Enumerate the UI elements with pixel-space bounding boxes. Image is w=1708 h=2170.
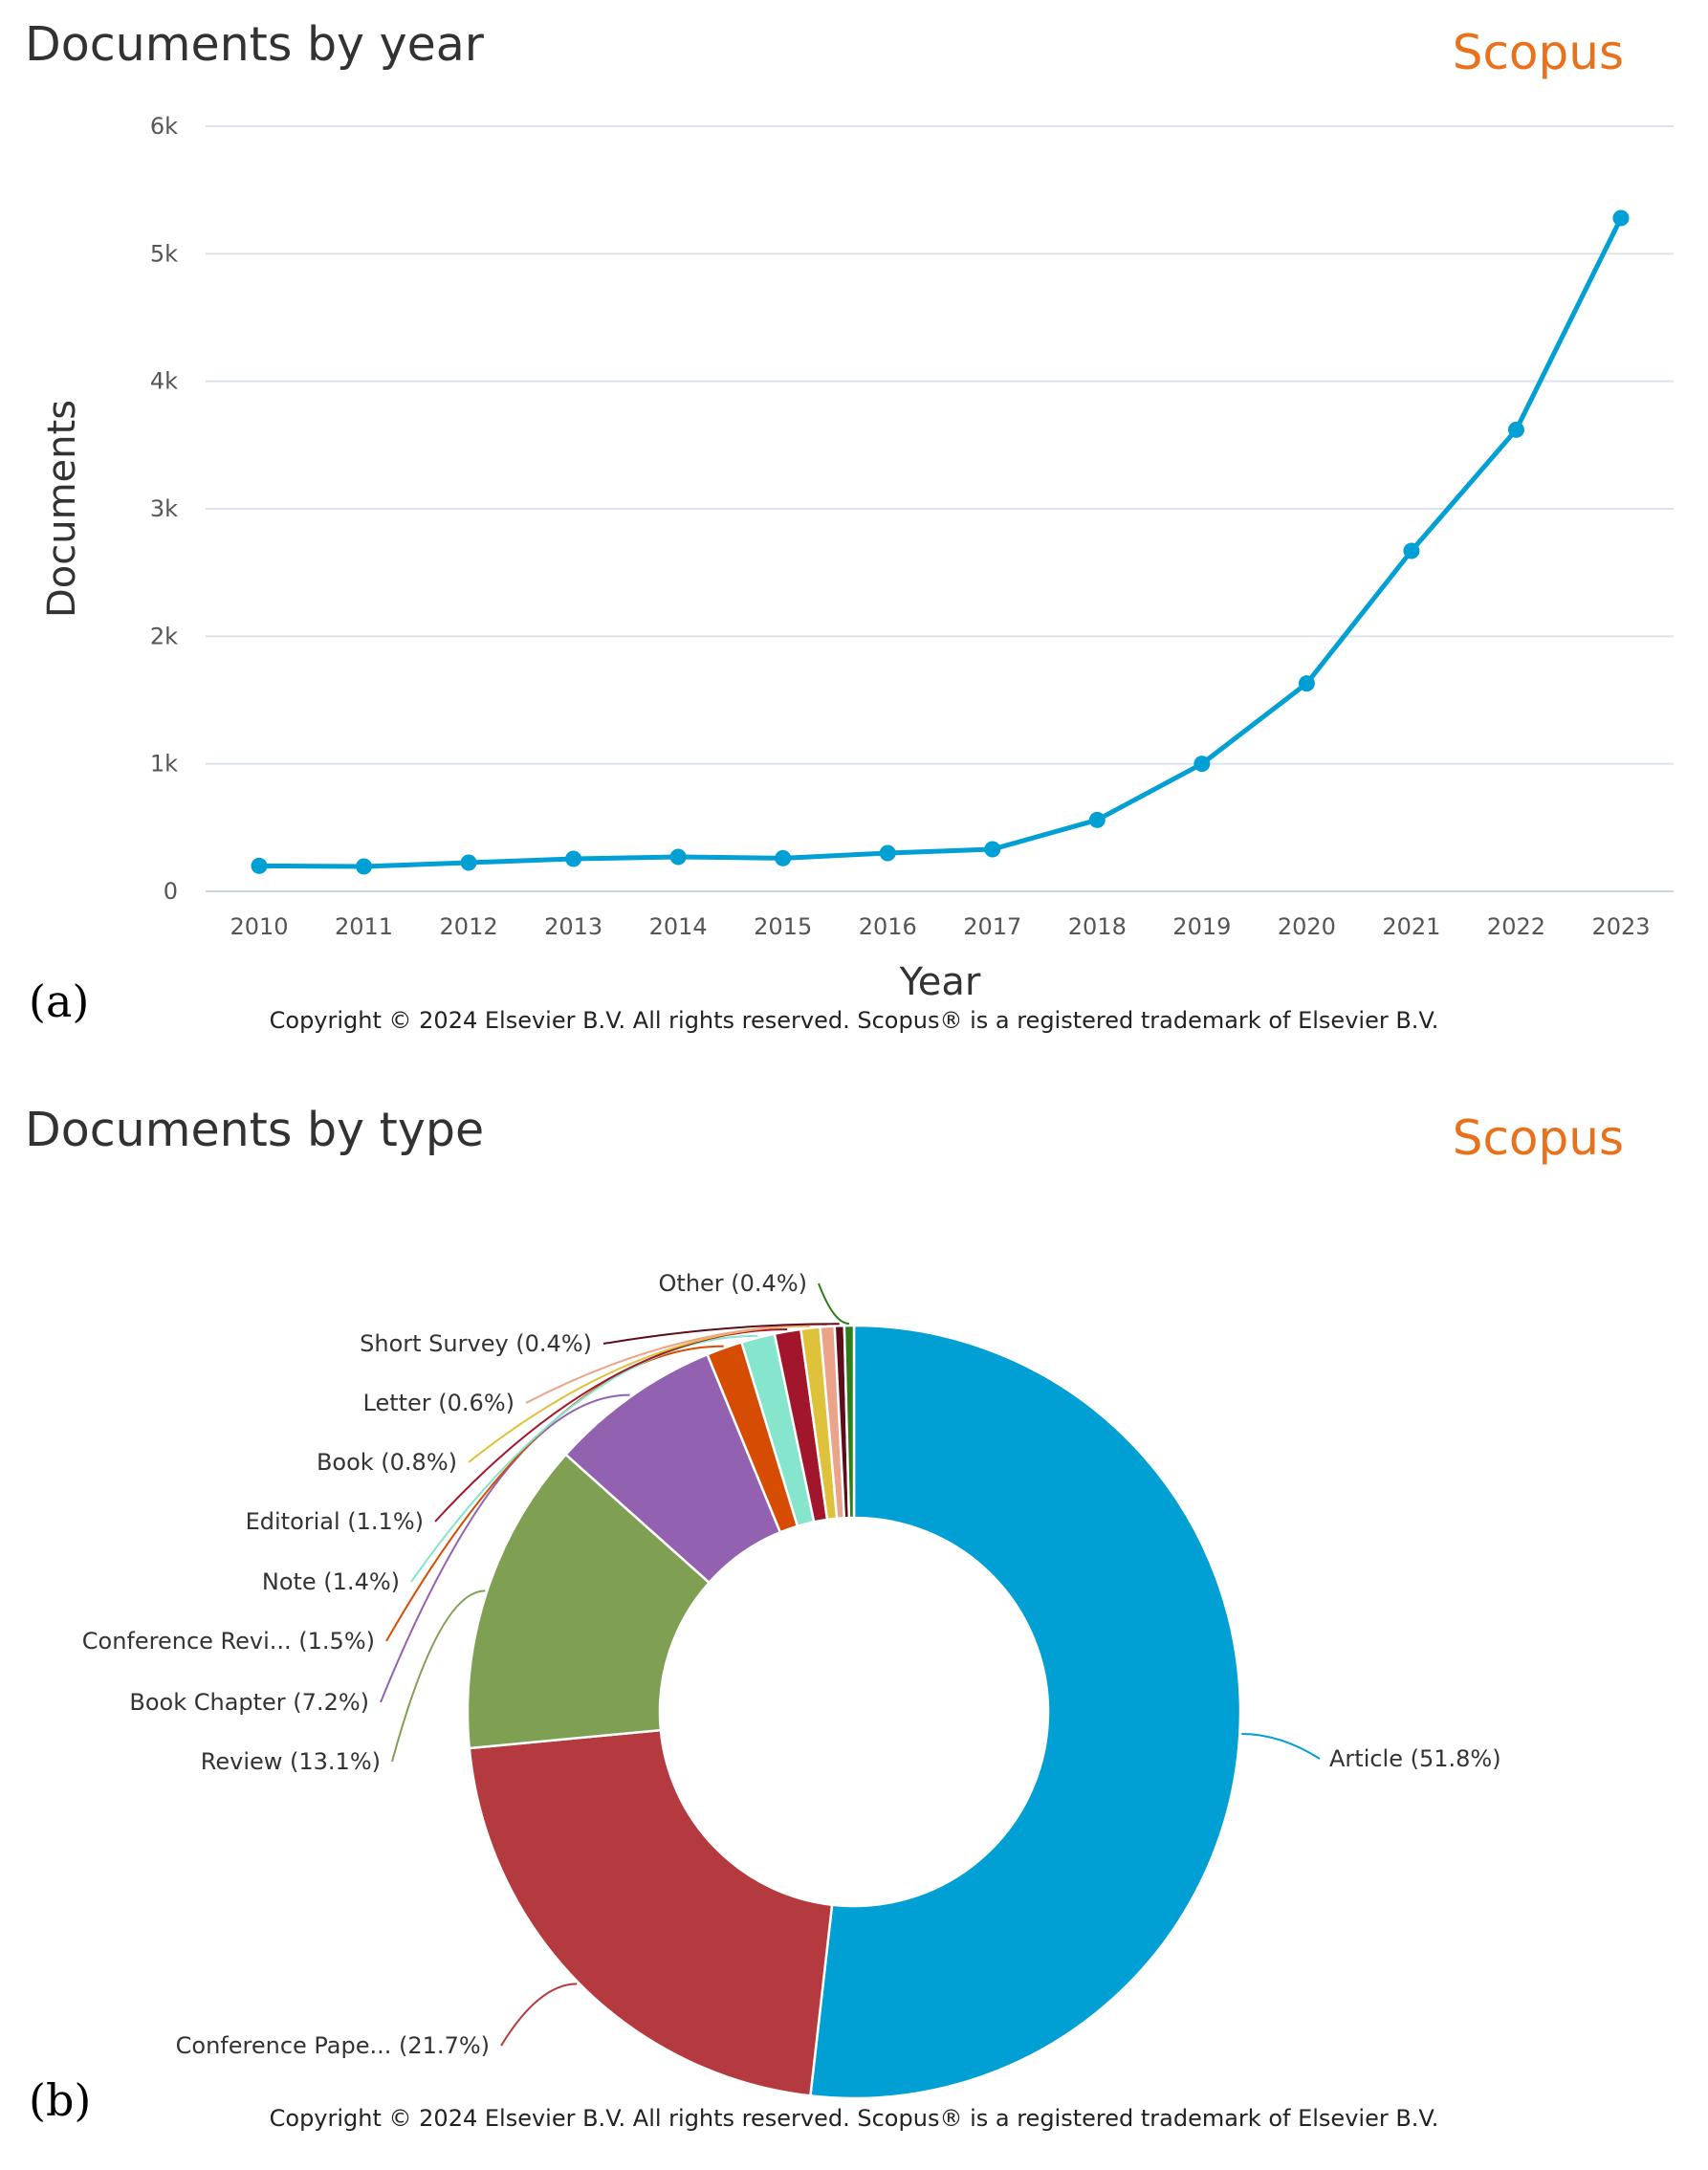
x-tick-label: 2017 <box>963 913 1021 940</box>
x-tick-label: 2020 <box>1278 913 1336 940</box>
slice-label: Note (1.4%) <box>262 1568 400 1595</box>
pie-slice <box>809 1324 1242 2100</box>
label-connector <box>818 1282 850 1326</box>
x-tick-label: 2018 <box>1068 913 1127 940</box>
scopus-logo: Scopus <box>1452 1110 1624 1166</box>
data-point <box>565 850 582 867</box>
label-connector <box>500 1983 578 2047</box>
copyright-text: Copyright © 2024 Elsevier B.V. All right… <box>269 1007 1439 1034</box>
x-tick-label: 2013 <box>544 913 602 940</box>
y-tick-label: 3k <box>150 495 178 522</box>
data-point <box>1298 675 1315 692</box>
label-connector <box>391 1589 486 1763</box>
data-point <box>1612 209 1630 227</box>
x-tick-label: 2011 <box>335 913 393 940</box>
chart-title: Documents by type <box>25 1103 485 1157</box>
label-connector <box>1241 1732 1321 1760</box>
y-tick-label: 0 <box>164 878 178 905</box>
data-point <box>1193 756 1211 773</box>
slice-label: Other (0.4%) <box>659 1270 807 1297</box>
data-point <box>984 841 1001 858</box>
y-tick-label: 2k <box>150 623 178 649</box>
x-axis-title: Year <box>899 960 981 1004</box>
x-tick-label: 2016 <box>859 913 917 940</box>
copyright-text: Copyright © 2024 Elsevier B.V. All right… <box>269 2105 1439 2132</box>
panel-label: (a) <box>29 975 90 1027</box>
data-point <box>251 857 268 874</box>
x-tick-label: 2010 <box>230 913 288 940</box>
pie-slice <box>843 1324 856 1520</box>
slice-label: Short Survey (0.4%) <box>360 1330 592 1357</box>
x-tick-label: 2023 <box>1591 913 1650 940</box>
x-tick-label: 2014 <box>649 913 708 940</box>
data-point <box>1088 811 1106 828</box>
slice-label: Book Chapter (7.2%) <box>129 1689 369 1716</box>
data-point <box>460 854 477 871</box>
data-point <box>669 848 687 866</box>
label-connector <box>410 1334 758 1583</box>
chart-title: Documents by year <box>25 17 484 72</box>
label-connector <box>602 1323 840 1345</box>
slice-label: Editorial (1.1%) <box>246 1508 424 1535</box>
documents-by-type-panel: Documents by type Scopus Article (51.8%)… <box>0 1085 1708 2170</box>
line-chart: 0 1k 2k 3k 4k 5k 6k 2010 2011 2012 2013 2014 2015 201… <box>40 113 1674 1004</box>
slice-label: Review (13.1%) <box>201 1748 381 1775</box>
x-tick-label: 2021 <box>1382 913 1440 940</box>
data-point <box>1507 421 1524 438</box>
x-tick-label: 2022 <box>1487 913 1545 940</box>
x-tick-label: 2012 <box>440 913 498 940</box>
pie-slice <box>466 1453 712 1750</box>
documents-by-year-panel: Documents by year Scopus 0 1k 2k 3k 4k 5k 6k 20… <box>0 0 1708 1062</box>
slice-label: Conference Pape... (21.7%) <box>176 2032 490 2059</box>
panel-label: (b) <box>29 2074 92 2126</box>
label-connector <box>525 1323 827 1404</box>
y-tick-label: 4k <box>150 368 178 395</box>
x-tick-label: 2015 <box>754 913 812 940</box>
y-tick-label: 5k <box>150 240 178 267</box>
data-point <box>1403 542 1420 559</box>
y-tick-label: 6k <box>150 113 178 140</box>
data-point <box>356 858 373 875</box>
data-point <box>775 849 792 866</box>
y-tick-label: 1k <box>150 751 178 778</box>
slice-label: Conference Revi... (1.5%) <box>82 1628 375 1655</box>
donut-chart: Article (51.8%) Conference Pape... (21.7%… <box>82 1270 1501 2100</box>
x-tick-label: 2019 <box>1172 913 1231 940</box>
label-connector <box>380 1393 630 1703</box>
slice-label: Letter (0.6%) <box>363 1390 515 1416</box>
label-connector <box>434 1328 788 1523</box>
series-line <box>258 216 1624 869</box>
data-point <box>879 844 896 862</box>
pie-slice <box>468 1728 834 2097</box>
slice-label: Article (51.8%) <box>1329 1745 1501 1772</box>
slice-label: Book (0.8%) <box>317 1449 457 1476</box>
y-axis-title: Documents <box>40 400 84 618</box>
scopus-logo: Scopus <box>1452 25 1624 80</box>
